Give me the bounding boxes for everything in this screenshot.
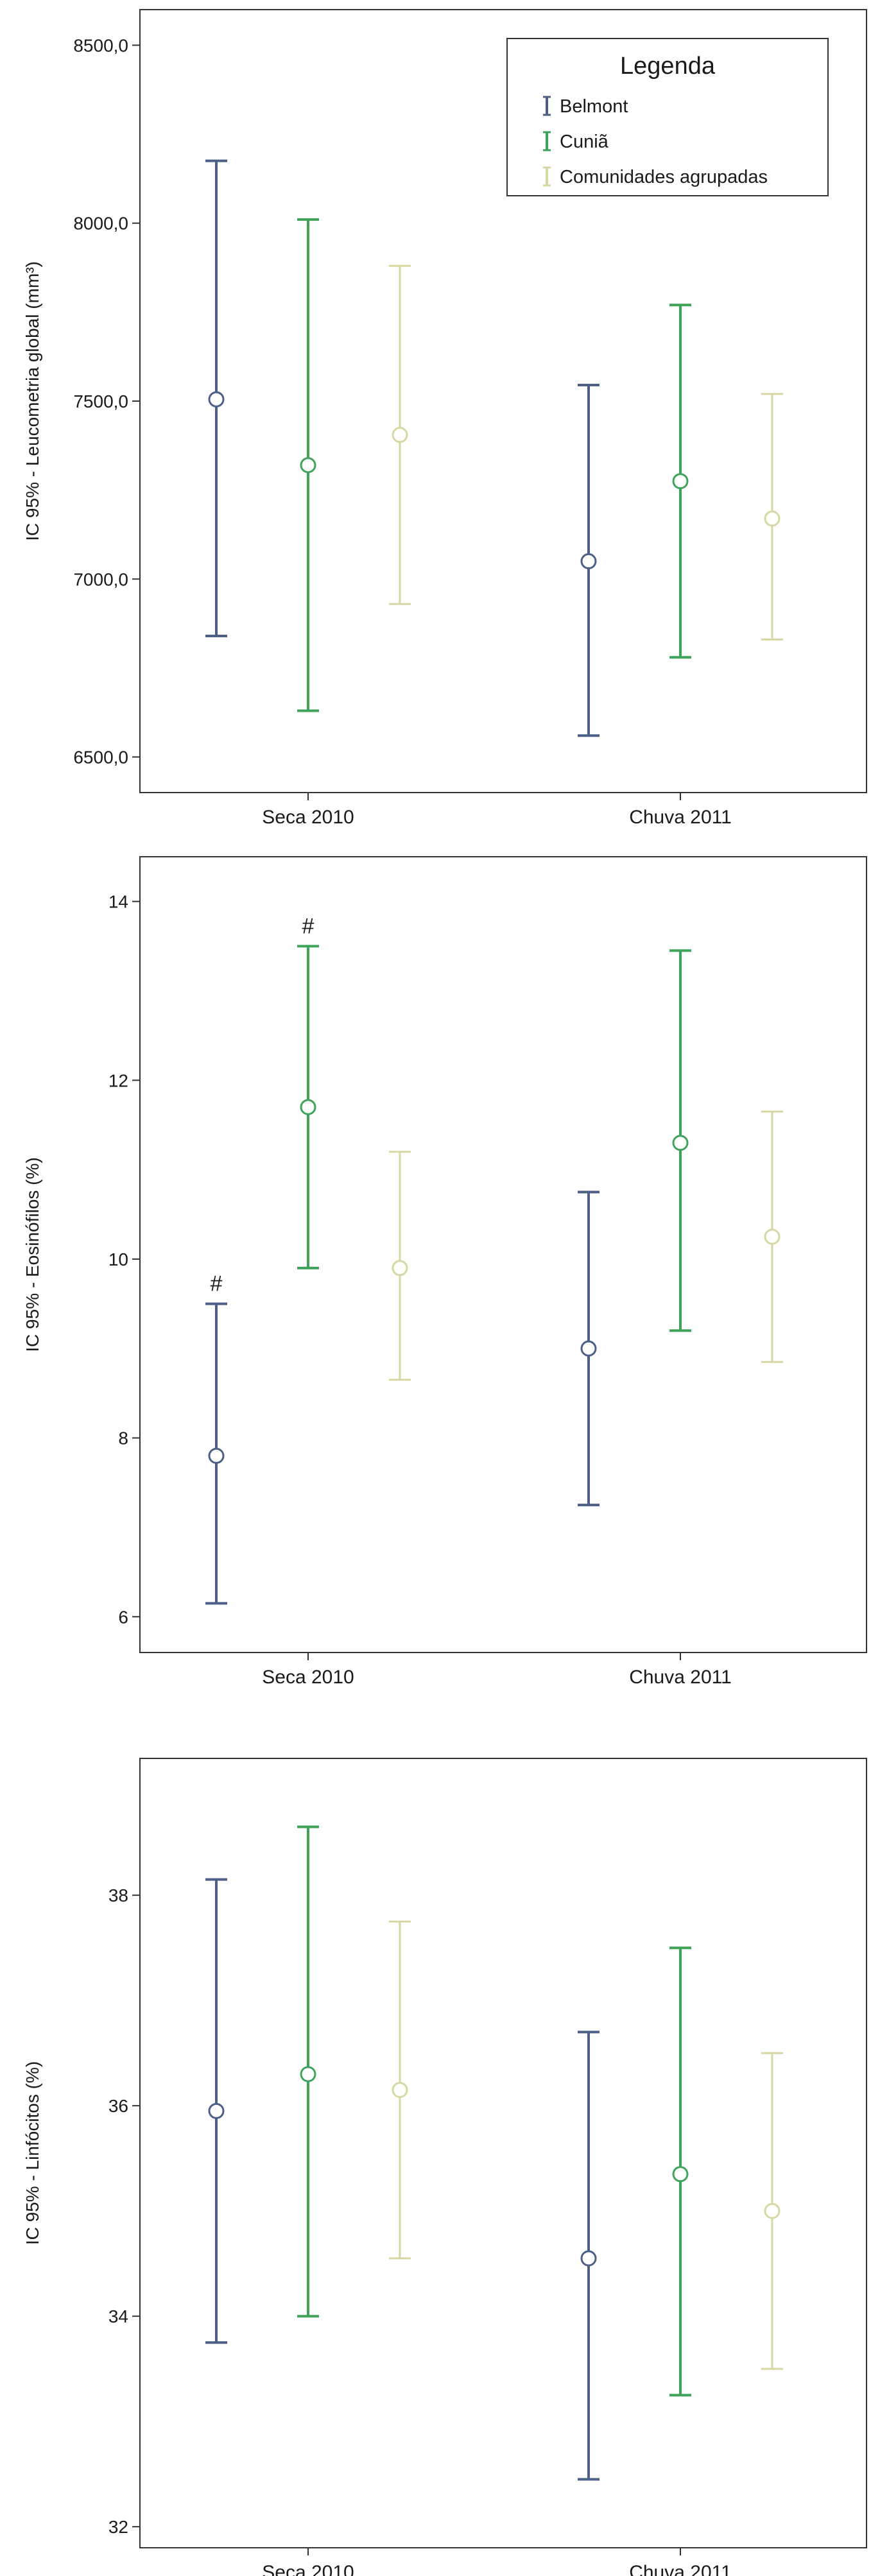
errorbar-cunia-seca-2010-mean-point [300,1099,316,1115]
y-axis-label: IC 95% - Linfócitos (%) [22,2061,42,2245]
legend-swatch-belmont [543,96,551,116]
x-category-label: Chuva 2011 [629,807,732,828]
y-axis-label: IC 95% - Eosinófilos (%) [22,1157,42,1352]
y-tick-label: 34 [108,2306,128,2326]
legend-title: Legenda [620,53,716,80]
y-tick-label: 8500,0 [73,35,128,55]
errorbar-cunia-chuva-2011-mean-point [672,473,689,490]
y-tick-label: 36 [108,2096,128,2116]
x-category-label: Seca 2010 [262,2562,354,2576]
chart-panel-3: 32 34 36 38 Seca 2010 Chuva 2011 IC 95% - Linf… [22,1758,867,2576]
y-tick-label: 7000,0 [73,569,128,589]
errorbar-cunia-chuva-2011-mean-point [672,1135,689,1151]
y-tick-label: 32 [108,2517,128,2537]
legend-box [506,38,829,196]
y-tick-label: 38 [108,1885,128,1905]
y-tick-label: 10 [108,1249,128,1269]
x-category-label: Seca 2010 [262,1667,354,1688]
x-category-label: Seca 2010 [262,807,354,828]
legend-label-cunia: Cuniã [560,132,609,152]
legend: Legenda Belmont Cuniã Comunidades agrupadas [506,38,829,196]
x-category-label: Chuva 2011 [629,1667,732,1688]
errorbar-comunidades-agrupadas-chuva-2011-mean-point [764,510,781,527]
legend-swatch-cunia [543,131,551,151]
errorbar-belmont-chuva-2011-mean-point [580,1340,597,1357]
errorbar-comunidades-agrupadas-chuva-2011-mean-point [764,1228,781,1245]
chart-panel-1: 6500,0 7000,0 7500,0 8000,0 8500,0 Seca 2010 C… [22,9,867,828]
errorbar-comunidades-agrupadas-seca-2010-mean-point [392,2082,408,2099]
errorbar-comunidades-agrupadas-seca-2010-mean-point [392,1260,408,1276]
y-tick-label: 6 [118,1607,128,1627]
significance-marker: # [211,1272,223,1296]
x-category-label: Chuva 2011 [629,2562,732,2576]
y-tick-label: 12 [108,1070,128,1090]
legend-label-comunidades-agrupadas: Comunidades agrupadas [560,167,768,187]
y-tick-label: 8000,0 [73,214,128,234]
errorbar-belmont-seca-2010-mean-point [208,1447,225,1464]
errorbar-comunidades-agrupadas-seca-2010-mean-point [392,427,408,443]
errorbar-cunia-seca-2010-mean-point [300,457,316,474]
plot-frame [139,856,867,1653]
y-tick-label: 7500,0 [73,391,128,411]
chart-panel-2: 6 8 10 12 14 Seca 2010 Chuva 2011 IC 95% - Eosi… [22,856,867,1688]
significance-marker: # [302,914,315,938]
y-tick-label: 14 [108,892,128,912]
legend-label-belmont: Belmont [560,96,628,117]
legend-swatch-comunidades-agrupadas [543,166,551,187]
y-tick-label: 6500,0 [73,748,128,768]
y-tick-label: 8 [118,1429,128,1448]
errorbar-cunia-seca-2010-mean-point [300,2066,316,2082]
errorbar-belmont-chuva-2011-mean-point [580,553,597,570]
errorbar-belmont-seca-2010-mean-point [208,391,225,408]
errorbar-cunia-chuva-2011-mean-point [672,2166,689,2183]
errorbar-belmont-chuva-2011-mean-point [580,2250,597,2267]
plot-frame [139,1758,867,2548]
errorbar-belmont-seca-2010-mean-point [208,2102,225,2119]
y-axis-label: IC 95% - Leucometria global (mm³) [22,261,42,541]
errorbar-comunidades-agrupadas-chuva-2011-mean-point [764,2202,781,2219]
